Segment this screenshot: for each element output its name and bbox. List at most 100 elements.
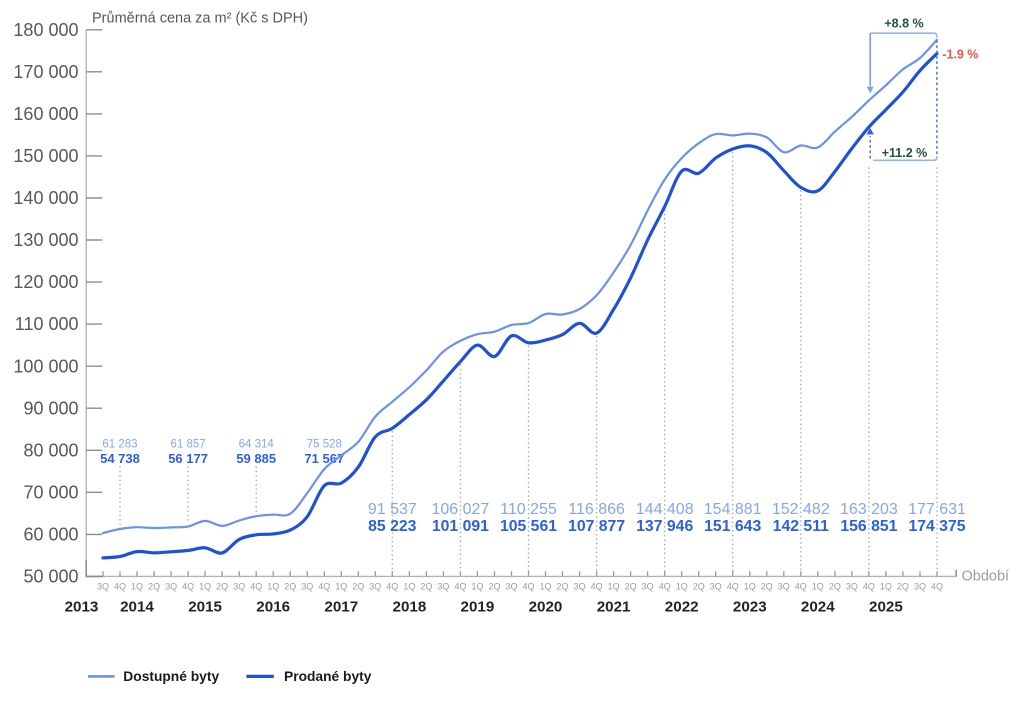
svg-text:1Q: 1Q <box>335 582 347 592</box>
svg-text:4Q: 4Q <box>454 582 466 592</box>
svg-text:2020: 2020 <box>529 599 563 616</box>
svg-text:150 000: 150 000 <box>13 146 78 166</box>
svg-text:Období: Období <box>962 569 1010 585</box>
svg-text:1Q: 1Q <box>812 582 824 592</box>
svg-text:2018: 2018 <box>393 599 427 616</box>
svg-text:144 408: 144 408 <box>636 501 694 518</box>
svg-text:91 537: 91 537 <box>368 501 417 518</box>
svg-text:2014: 2014 <box>120 599 154 616</box>
svg-text:61 283: 61 283 <box>102 439 137 451</box>
svg-text:2016: 2016 <box>256 599 290 616</box>
svg-text:2Q: 2Q <box>761 582 773 592</box>
svg-text:156 851: 156 851 <box>840 518 897 535</box>
svg-text:3Q: 3Q <box>301 582 313 592</box>
svg-text:3Q: 3Q <box>97 582 109 592</box>
svg-text:85 223: 85 223 <box>368 518 417 535</box>
svg-text:2017: 2017 <box>324 599 358 616</box>
svg-text:120 000: 120 000 <box>13 272 78 292</box>
svg-text:174 375: 174 375 <box>908 518 965 535</box>
svg-text:3Q: 3Q <box>778 582 790 592</box>
svg-text:1Q: 1Q <box>539 582 551 592</box>
svg-text:2Q: 2Q <box>829 582 841 592</box>
svg-text:+8.8 %: +8.8 % <box>884 17 923 31</box>
svg-text:3Q: 3Q <box>505 582 517 592</box>
svg-text:3Q: 3Q <box>914 582 926 592</box>
svg-text:4Q: 4Q <box>659 582 671 592</box>
svg-text:2Q: 2Q <box>216 582 228 592</box>
svg-text:4Q: 4Q <box>931 582 943 592</box>
svg-text:2Q: 2Q <box>897 582 909 592</box>
svg-text:80 000: 80 000 <box>23 440 78 460</box>
svg-text:56 177: 56 177 <box>168 451 208 466</box>
svg-text:163 203: 163 203 <box>840 501 898 518</box>
svg-text:3Q: 3Q <box>165 582 177 592</box>
svg-text:3Q: 3Q <box>710 582 722 592</box>
svg-text:130 000: 130 000 <box>13 230 78 250</box>
svg-text:71 567: 71 567 <box>304 451 344 466</box>
svg-text:154 881: 154 881 <box>704 501 762 518</box>
svg-text:+11.2 %: +11.2 % <box>882 146 928 160</box>
svg-text:4Q: 4Q <box>182 582 194 592</box>
svg-text:107 877: 107 877 <box>568 518 625 535</box>
svg-text:4Q: 4Q <box>522 582 534 592</box>
svg-text:2013: 2013 <box>65 599 99 616</box>
svg-text:2019: 2019 <box>461 599 495 616</box>
svg-text:4Q: 4Q <box>318 582 330 592</box>
svg-text:4Q: 4Q <box>114 582 126 592</box>
svg-text:140 000: 140 000 <box>13 188 78 208</box>
svg-text:100 000: 100 000 <box>13 356 78 376</box>
svg-text:75 528: 75 528 <box>307 439 342 451</box>
svg-text:61 857: 61 857 <box>171 439 206 451</box>
svg-text:3Q: 3Q <box>574 582 586 592</box>
svg-text:2Q: 2Q <box>488 582 500 592</box>
svg-text:4Q: 4Q <box>386 582 398 592</box>
svg-text:60 000: 60 000 <box>23 525 78 545</box>
svg-text:152 482: 152 482 <box>772 501 830 518</box>
svg-text:2Q: 2Q <box>420 582 432 592</box>
svg-text:2Q: 2Q <box>284 582 296 592</box>
svg-text:2Q: 2Q <box>556 582 568 592</box>
svg-text:2Q: 2Q <box>693 582 705 592</box>
svg-text:-1.9 %: -1.9 % <box>942 47 978 61</box>
svg-text:105 561: 105 561 <box>500 518 557 535</box>
svg-text:110 000: 110 000 <box>15 314 79 334</box>
svg-text:3Q: 3Q <box>642 582 654 592</box>
svg-text:3Q: 3Q <box>437 582 449 592</box>
svg-text:2Q: 2Q <box>352 582 364 592</box>
svg-text:4Q: 4Q <box>591 582 603 592</box>
svg-text:1Q: 1Q <box>403 582 415 592</box>
svg-text:4Q: 4Q <box>727 582 739 592</box>
svg-text:1Q: 1Q <box>199 582 211 592</box>
svg-text:1Q: 1Q <box>676 582 688 592</box>
svg-text:160 000: 160 000 <box>13 104 78 124</box>
svg-text:2022: 2022 <box>665 599 699 616</box>
svg-text:2021: 2021 <box>597 599 631 616</box>
svg-text:2023: 2023 <box>733 599 767 616</box>
svg-text:64 314: 64 314 <box>239 439 275 451</box>
svg-text:151 643: 151 643 <box>704 518 761 535</box>
svg-text:59 885: 59 885 <box>236 451 276 466</box>
svg-text:3Q: 3Q <box>369 582 381 592</box>
svg-text:101 091: 101 091 <box>432 518 489 535</box>
svg-text:116 866: 116 866 <box>568 501 625 518</box>
svg-text:90 000: 90 000 <box>23 398 78 418</box>
svg-text:50 000: 50 000 <box>23 567 78 587</box>
svg-text:137 946: 137 946 <box>636 518 693 535</box>
svg-text:70 000: 70 000 <box>23 482 78 502</box>
svg-text:4Q: 4Q <box>250 582 262 592</box>
svg-text:2024: 2024 <box>801 599 835 616</box>
svg-text:4Q: 4Q <box>795 582 807 592</box>
svg-text:4Q: 4Q <box>863 582 875 592</box>
svg-text:1Q: 1Q <box>608 582 620 592</box>
svg-text:170 000: 170 000 <box>13 62 78 82</box>
svg-text:106 027: 106 027 <box>431 501 489 518</box>
svg-text:1Q: 1Q <box>471 582 483 592</box>
svg-text:2025: 2025 <box>869 599 903 616</box>
svg-text:2Q: 2Q <box>625 582 637 592</box>
svg-text:177 631: 177 631 <box>908 501 966 518</box>
svg-text:54 738: 54 738 <box>100 451 140 466</box>
svg-text:1Q: 1Q <box>880 582 892 592</box>
svg-text:Prodané byty: Prodané byty <box>284 669 372 684</box>
svg-text:180 000: 180 000 <box>13 20 78 40</box>
svg-text:Dostupné byty: Dostupné byty <box>123 669 219 684</box>
